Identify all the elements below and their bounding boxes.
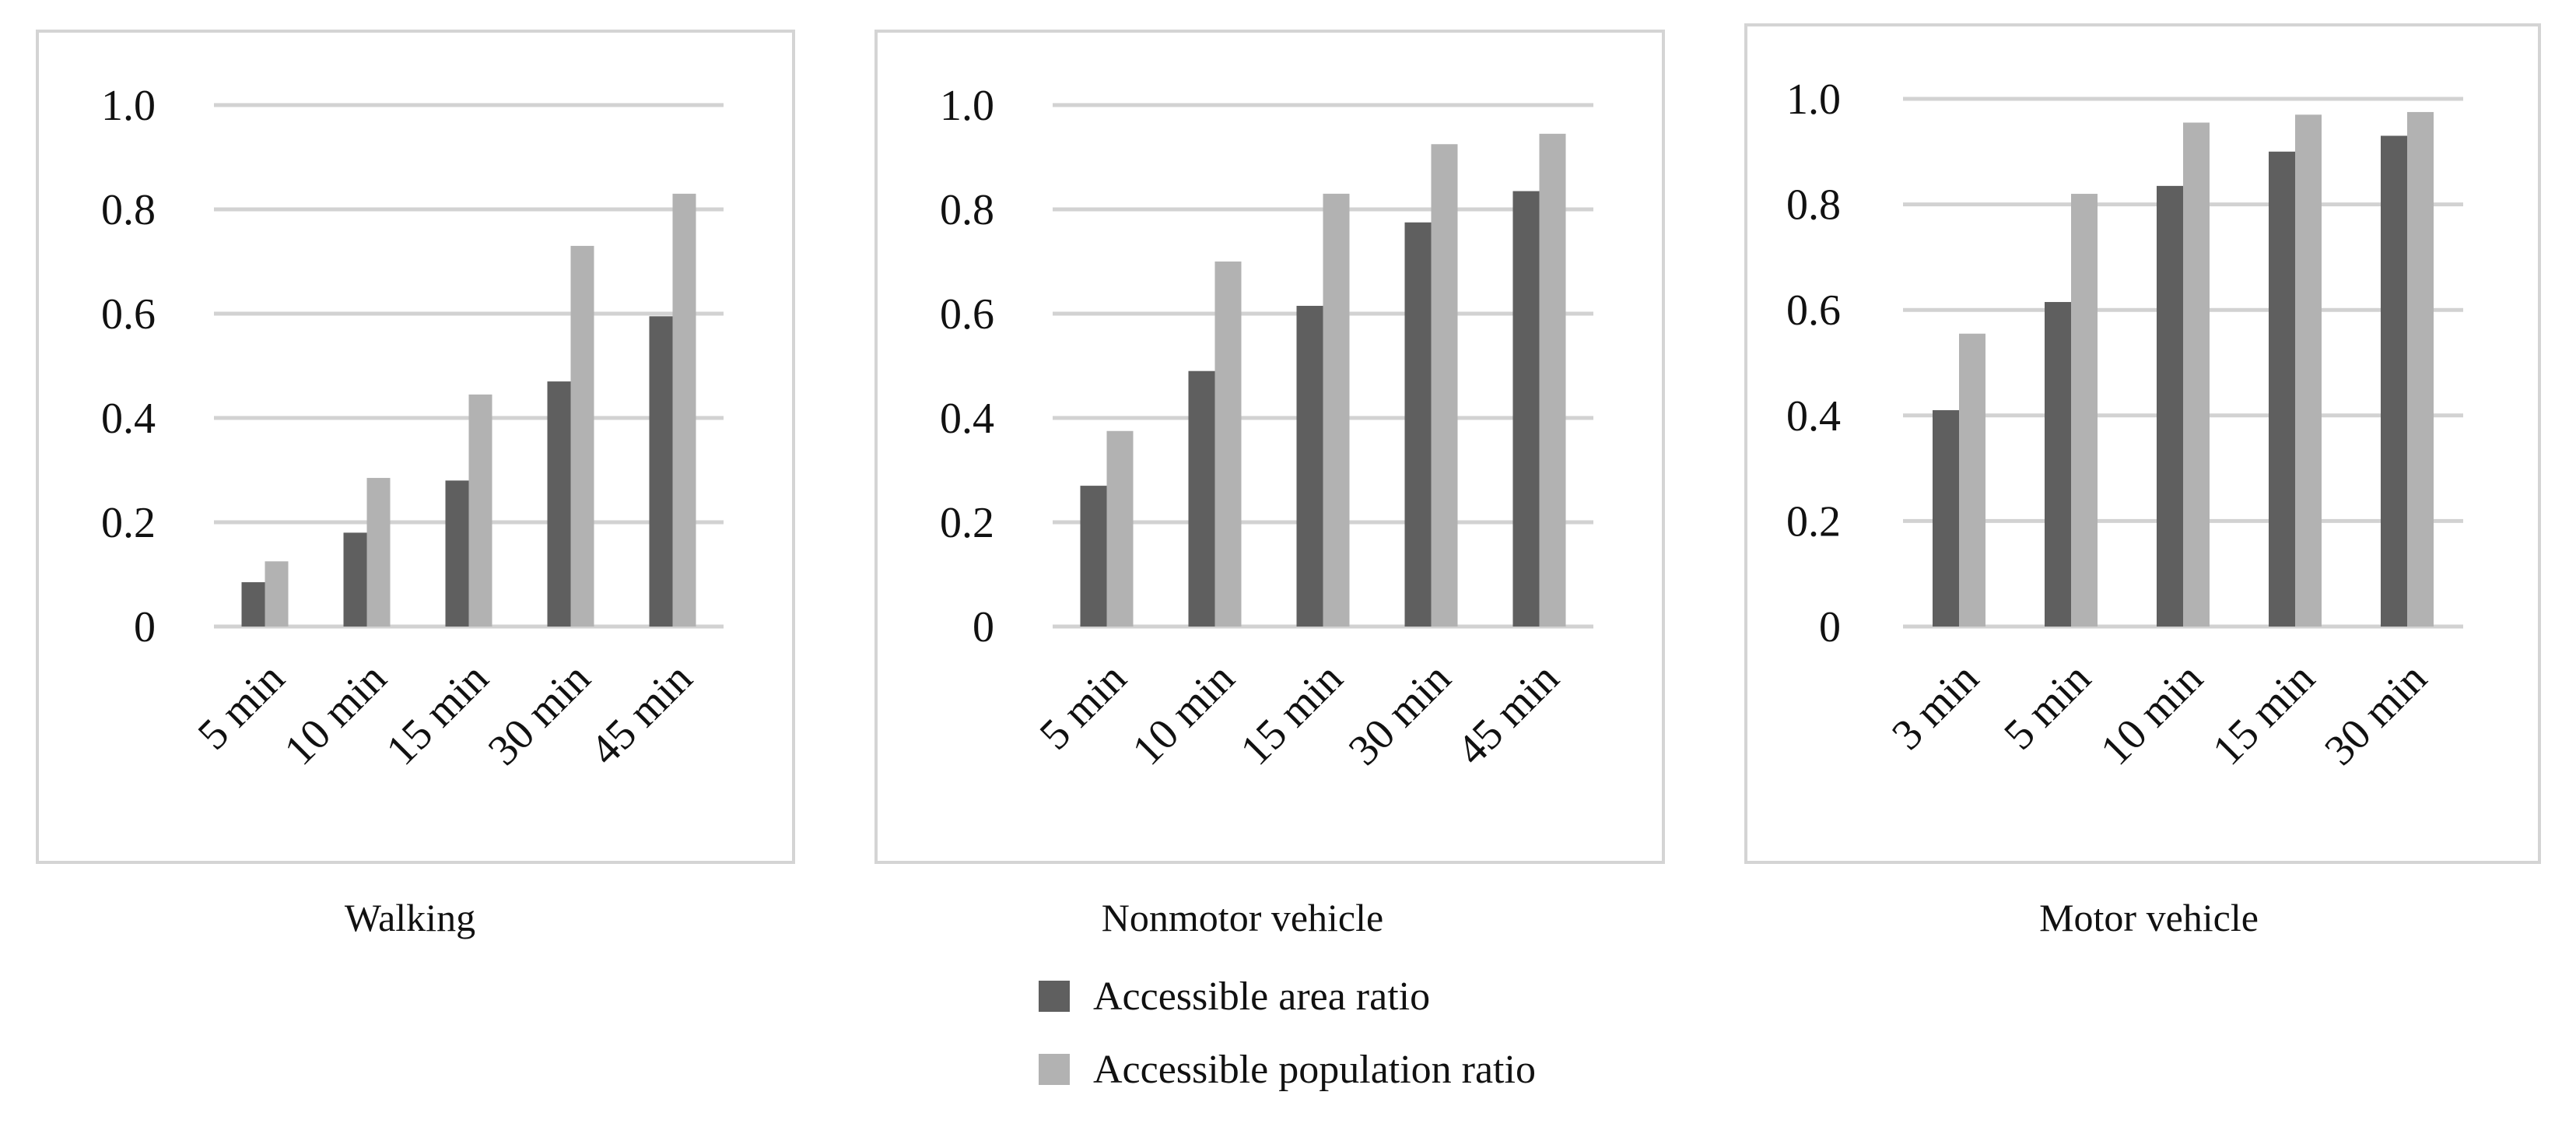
legend-swatch-area	[1039, 981, 1070, 1012]
walking-y-tick-label: 0.2	[101, 499, 156, 547]
nonmotor-vehicle-bar-population-45-min	[1539, 133, 1566, 627]
legend-item-area: Accessible area ratio	[1039, 973, 1536, 1020]
motor-vehicle-chart-panel: 0 0.2 0.4 0.6 0.8 1.0 3 min 5 min 10 min 15 min 30…	[1744, 23, 2541, 864]
motor-vehicle-bar-population-10-min	[2183, 122, 2210, 627]
motor-vehicle-x-tick-label: 15 min	[2203, 654, 2324, 774]
legend-swatch-population	[1039, 1054, 1070, 1085]
motor-vehicle-bar-area-30-min	[2381, 135, 2407, 627]
motor-vehicle-x-tick-label: 5 min	[1995, 654, 2100, 759]
nonmotor-vehicle-x-tick-label: 10 min	[1123, 654, 1244, 774]
walking-x-tick-label: 30 min	[479, 654, 600, 774]
walking-y-tick-label: 0.4	[101, 395, 156, 443]
motor-vehicle-bar-population-3-min	[1959, 333, 1985, 627]
walking-y-tick-label: 0	[134, 603, 156, 651]
walking-bar-area-10-min	[343, 532, 367, 627]
legend-item-population: Accessible population ratio	[1039, 1046, 1536, 1093]
nonmotor-vehicle-bar-population-15-min	[1323, 193, 1350, 627]
walking-chart-caption: Walking	[344, 896, 476, 939]
legend-label-population: Accessible population ratio	[1093, 1047, 1536, 1092]
walking-y-tick-label: 0.8	[101, 186, 156, 234]
nonmotor-vehicle-y-tick-label: 0.6	[940, 290, 994, 339]
nonmotor-vehicle-bar-area-30-min	[1404, 222, 1432, 627]
walking-bar-population-30-min	[570, 245, 594, 627]
motor-vehicle-bar-population-5-min	[2071, 194, 2098, 627]
motor-vehicle-chart-caption: Motor vehicle	[2039, 896, 2259, 939]
motor-vehicle-y-tick-label: 0	[1819, 603, 1841, 651]
motor-vehicle-bar-area-10-min	[2157, 185, 2183, 627]
nonmotor-vehicle-y-tick-label: 0.2	[940, 499, 994, 547]
motor-vehicle-bar-population-30-min	[2407, 111, 2434, 627]
motor-vehicle-bar-area-15-min	[2269, 151, 2295, 627]
motor-vehicle-bar-population-15-min	[2295, 114, 2322, 627]
nonmotor-vehicle-bar-population-10-min	[1214, 262, 1242, 627]
walking-y-tick-label: 0.6	[101, 290, 156, 339]
walking-y-tick-label: 1.0	[101, 82, 156, 130]
walking-x-tick-label: 45 min	[581, 654, 702, 774]
motor-vehicle-y-tick-label: 0.6	[1786, 286, 1841, 335]
nonmotor-vehicle-bar-area-10-min	[1188, 370, 1215, 627]
walking-bar-population-45-min	[672, 193, 696, 627]
legend-label-area: Accessible area ratio	[1093, 974, 1431, 1019]
motor-vehicle-x-tick-label: 3 min	[1883, 654, 1988, 759]
walking-bar-area-30-min	[547, 381, 571, 627]
nonmotor-vehicle-bar-population-5-min	[1106, 430, 1134, 627]
motor-vehicle-y-tick-label: 1.0	[1786, 75, 1841, 124]
motor-vehicle-y-tick-label: 0.8	[1786, 181, 1841, 230]
nonmotor-vehicle-x-tick-label: 45 min	[1448, 654, 1568, 774]
walking-x-tick-label: 10 min	[275, 654, 396, 774]
nonmotor-vehicle-bar-area-45-min	[1512, 191, 1540, 627]
motor-vehicle-y-tick-label: 0.2	[1786, 497, 1841, 546]
nonmotor-vehicle-x-tick-label: 15 min	[1232, 654, 1352, 774]
walking-bar-population-15-min	[468, 394, 492, 627]
walking-bar-area-15-min	[445, 480, 469, 627]
motor-vehicle-x-tick-label: 10 min	[2091, 654, 2212, 774]
walking-bar-population-10-min	[366, 478, 391, 627]
nonmotor-vehicle-y-tick-label: 0.8	[940, 186, 994, 234]
chart-legend: Accessible area ratio Accessible populat…	[1039, 973, 1536, 1119]
nonmotor-vehicle-bar-population-30-min	[1431, 144, 1458, 627]
nonmotor-vehicle-y-tick-label: 1.0	[940, 82, 994, 130]
motor-vehicle-bar-area-5-min	[2045, 302, 2071, 627]
motor-vehicle-y-tick-label: 0.4	[1786, 392, 1841, 441]
motor-vehicle-bar-area-3-min	[1933, 410, 1959, 627]
nonmotor-vehicle-chart-caption: Nonmotor vehicle	[1101, 896, 1384, 939]
nonmotor-vehicle-x-tick-label: 5 min	[1031, 654, 1136, 759]
walking-x-tick-label: 15 min	[377, 654, 498, 774]
walking-bar-area-5-min	[241, 582, 265, 627]
nonmotor-vehicle-y-tick-label: 0	[973, 603, 994, 651]
motor-vehicle-x-tick-label: 30 min	[2315, 654, 2436, 774]
nonmotor-vehicle-x-tick-label: 30 min	[1340, 654, 1460, 774]
nonmotor-vehicle-bar-area-5-min	[1080, 486, 1107, 627]
nonmotor-vehicle-y-tick-label: 0.4	[940, 395, 994, 443]
walking-bar-area-45-min	[649, 316, 673, 627]
walking-bar-population-5-min	[265, 561, 289, 627]
nonmotor-vehicle-chart-panel: 0 0.2 0.4 0.6 0.8 1.0 5 min 10 min 15 min 30 min 4…	[874, 30, 1665, 864]
nonmotor-vehicle-bar-area-15-min	[1296, 305, 1323, 627]
walking-chart-panel: 0 0.2 0.4 0.6 0.8 1.0 5 min 10 min 15 min 30 min 4…	[36, 30, 795, 864]
